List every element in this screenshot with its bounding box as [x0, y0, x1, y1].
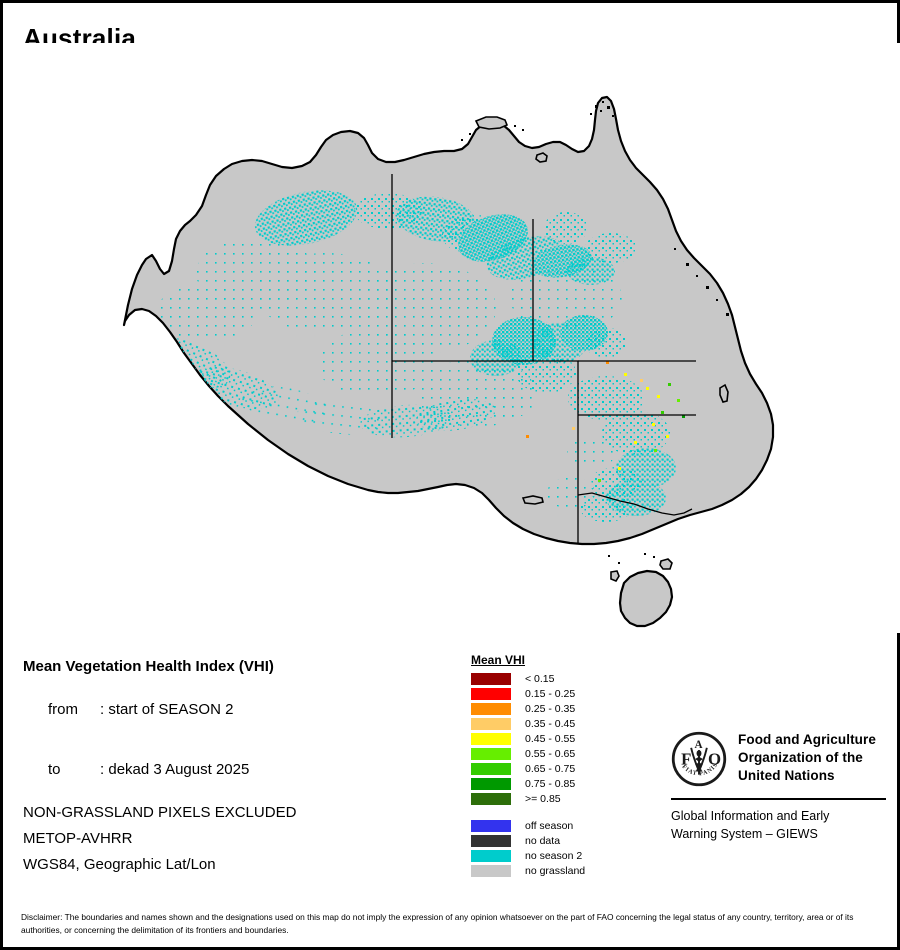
legend-label-no-grassland: no grassland: [525, 864, 586, 877]
legend-swatch-lt015: [471, 672, 511, 685]
legend-swatch-075-085: [471, 777, 511, 790]
legend-label-065-075: 0.65 - 0.75: [525, 762, 576, 775]
vhi-class-pixels: [526, 361, 685, 482]
legend-item-gte085[interactable]: >= 0.85: [471, 791, 651, 806]
giews-line-1: Global Information and Early: [671, 809, 830, 823]
fao-org-line-3: United Nations: [738, 767, 835, 783]
coastal-detail-pixels: [461, 101, 729, 564]
map-canvas[interactable]: [6, 43, 900, 633]
metadata-row-to: to: dekad 3 August 2025: [23, 744, 443, 795]
metadata-row-from: from: start of SEASON 2: [23, 684, 443, 735]
legend-label-off-season: off season: [525, 819, 574, 832]
legend-swatch-gte085: [471, 792, 511, 805]
legend-item-045-055[interactable]: 0.45 - 0.55: [471, 731, 651, 746]
legend-item-075-085[interactable]: 0.75 - 0.85: [471, 776, 651, 791]
legend-swatch-035-045: [471, 717, 511, 730]
legend-swatch-off-season: [471, 819, 511, 832]
legend-item-no-data[interactable]: no data: [471, 833, 651, 848]
legend-label-lt015: < 0.15: [525, 672, 555, 685]
offshore-islands: [474, 116, 729, 582]
metadata-value-from: start of SEASON 2: [108, 701, 234, 718]
metadata-note-sensor: METOP-AVHRR: [23, 830, 133, 847]
fao-org-line-1: Food and Agriculture: [738, 732, 876, 747]
svg-text:O: O: [708, 750, 721, 769]
legend-item-no-grassland[interactable]: no grassland: [471, 863, 651, 878]
fao-header: F A O FIAT PANIS: [671, 731, 886, 787]
legend-label-035-045: 0.35 - 0.45: [525, 717, 576, 730]
metadata-note-exclusion: NON-GRASSLAND PIXELS EXCLUDED: [23, 804, 297, 821]
legend-label-015-025: 0.15 - 0.25: [525, 687, 576, 700]
fao-block: F A O FIAT PANIS: [671, 731, 886, 843]
legend-title: Mean VHI: [471, 653, 526, 667]
fao-org-line-2: Organization of the: [738, 749, 863, 765]
disclaimer: Disclaimer: The boundaries and names sho…: [21, 912, 854, 935]
svg-text:F: F: [681, 750, 691, 769]
legend-item-no-season-2[interactable]: no season 2: [471, 848, 651, 863]
legend-item-065-075[interactable]: 0.65 - 0.75: [471, 761, 651, 776]
legend-swatch-055-065: [471, 747, 511, 760]
metadata-value-to: dekad 3 August 2025: [108, 761, 250, 778]
state-boundaries: [391, 174, 696, 543]
fao-organization-name: Food and Agriculture Organization of the…: [738, 731, 876, 784]
legend-swatch-no-grassland: [471, 864, 511, 877]
svg-text:A: A: [695, 739, 703, 751]
metadata-key-from: from: [48, 701, 79, 718]
legend-swatch-no-data: [471, 834, 511, 847]
legend-swatch-045-055: [471, 732, 511, 745]
metadata-note-projection: WGS84, Geographic Lat/Lon: [23, 856, 216, 873]
legend-item-035-045[interactable]: 0.35 - 0.45: [471, 716, 651, 731]
tasmania: [618, 569, 674, 628]
legend-item-055-065[interactable]: 0.55 - 0.65: [471, 746, 651, 761]
legend-swatch-015-025: [471, 687, 511, 700]
no-season2-pixels: [151, 190, 676, 522]
legend-label-055-065: 0.55 - 0.65: [525, 747, 576, 760]
legend-spacer: [471, 806, 651, 818]
metadata-block: Mean Vegetation Health Index (VHI) from:…: [23, 658, 443, 882]
fao-divider: [671, 798, 886, 800]
legend: Mean VHI < 0.15 0.15 - 0.25 0.25 - 0.35 …: [471, 653, 651, 878]
legend-item-015-025[interactable]: 0.15 - 0.25: [471, 686, 651, 701]
legend-label-no-data: no data: [525, 834, 561, 847]
legend-label-no-season-2: no season 2: [525, 849, 583, 862]
legend-label-025-035: 0.25 - 0.35: [525, 702, 576, 715]
legend-swatch-065-075: [471, 762, 511, 775]
giews-name: Global Information and Early Warning Sys…: [671, 808, 886, 843]
legend-item-025-035[interactable]: 0.25 - 0.35: [471, 701, 651, 716]
australia-map-svg: [6, 43, 900, 633]
fao-logo-icon: F A O FIAT PANIS: [671, 731, 727, 787]
legend-label-075-085: 0.75 - 0.85: [525, 777, 576, 790]
metadata-key-to: to: [48, 761, 61, 778]
legend-swatch-no-season-2: [471, 849, 511, 862]
legend-item-off-season[interactable]: off season: [471, 818, 651, 833]
legend-swatch-025-035: [471, 702, 511, 715]
giews-line-2: Warning System – GIEWS: [671, 826, 818, 841]
legend-item-lt015[interactable]: < 0.15: [471, 671, 651, 686]
legend-label-gte085: >= 0.85: [525, 792, 561, 805]
metadata-sep-to: :: [100, 761, 105, 778]
legend-label-045-055: 0.45 - 0.55: [525, 732, 576, 745]
metadata-sep-from: :: [100, 701, 105, 718]
metadata-title: Mean Vegetation Health Index (VHI): [23, 658, 274, 675]
